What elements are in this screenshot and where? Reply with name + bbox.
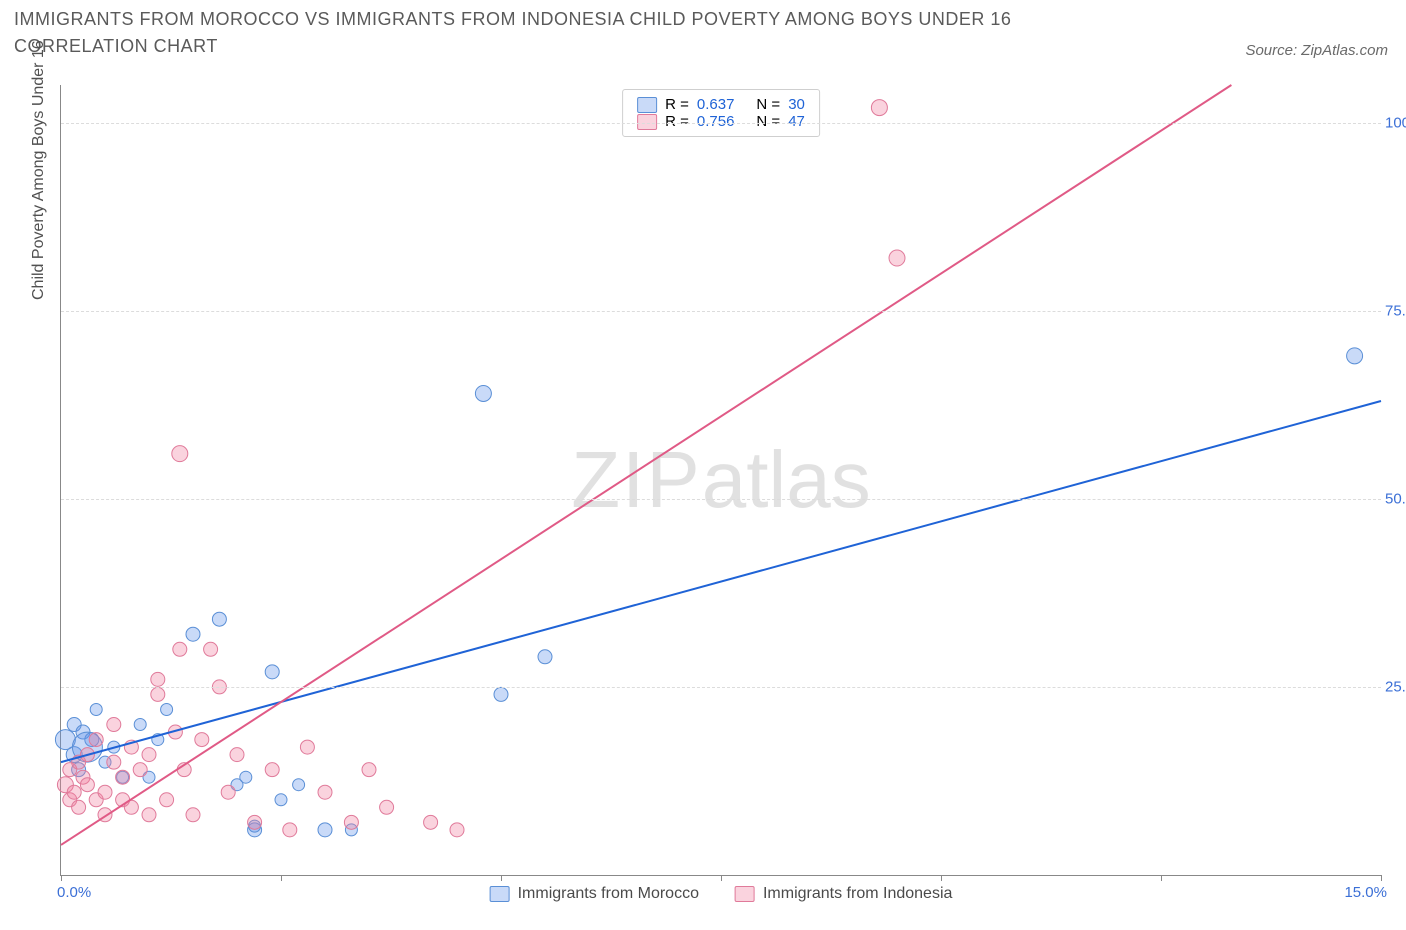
legend-R-value-morocco: 0.637	[697, 96, 735, 113]
data-point	[275, 794, 287, 806]
data-point	[424, 815, 438, 829]
data-point	[318, 785, 332, 799]
source-attribution: Source: ZipAtlas.com	[1245, 42, 1388, 59]
data-point	[871, 100, 887, 116]
x-tick	[941, 875, 942, 881]
data-point	[1347, 348, 1363, 364]
swatch-indonesia	[637, 114, 657, 130]
gridline	[61, 687, 1381, 688]
data-point	[240, 771, 252, 783]
x-tick	[721, 875, 722, 881]
data-point	[265, 763, 279, 777]
data-point	[151, 672, 165, 686]
data-point	[134, 719, 146, 731]
data-point	[133, 763, 147, 777]
plot-area: ZIPatlas R = 0.637 N = 30 R = 0.756 N = …	[60, 85, 1381, 876]
swatch-indonesia-icon	[735, 886, 755, 902]
data-point	[72, 800, 86, 814]
swatch-morocco	[637, 97, 657, 113]
chart-svg	[61, 85, 1381, 875]
data-point	[107, 755, 121, 769]
legend-label-morocco: Immigrants from Morocco	[518, 885, 699, 903]
data-point	[221, 785, 235, 799]
data-point	[300, 740, 314, 754]
legend-N-label: N =	[756, 113, 780, 130]
legend-R-label: R =	[665, 113, 689, 130]
legend-R-value-indonesia: 0.756	[697, 113, 735, 130]
data-point	[186, 627, 200, 641]
data-point	[89, 733, 103, 747]
gridline	[61, 123, 1381, 124]
gridline	[61, 311, 1381, 312]
trend-line	[61, 401, 1381, 762]
data-point	[212, 612, 226, 626]
y-tick-label: 25.0%	[1385, 678, 1406, 695]
y-axis-label: Child Poverty Among Boys Under 16	[30, 40, 48, 300]
y-tick-label: 100.0%	[1385, 114, 1406, 131]
legend-N-value-indonesia: 47	[788, 113, 805, 130]
data-point	[151, 687, 165, 701]
data-point	[265, 665, 279, 679]
data-point	[494, 687, 508, 701]
data-point	[293, 779, 305, 791]
data-point	[142, 808, 156, 822]
trend-line	[61, 85, 1231, 845]
data-point	[186, 808, 200, 822]
legend-row-indonesia: R = 0.756 N = 47	[637, 113, 805, 130]
data-point	[116, 770, 130, 784]
x-axis-max-label: 15.0%	[1344, 884, 1387, 901]
data-point	[161, 703, 173, 715]
data-point	[450, 823, 464, 837]
legend-item-morocco: Immigrants from Morocco	[490, 885, 699, 903]
data-point	[160, 793, 174, 807]
x-tick	[501, 875, 502, 881]
data-point	[475, 385, 491, 401]
gridline	[61, 499, 1381, 500]
x-tick	[1161, 875, 1162, 881]
x-axis-min-label: 0.0%	[57, 884, 91, 901]
data-point	[173, 642, 187, 656]
data-point	[98, 785, 112, 799]
legend-item-indonesia: Immigrants from Indonesia	[735, 885, 952, 903]
data-point	[107, 718, 121, 732]
data-point	[538, 650, 552, 664]
legend-row-morocco: R = 0.637 N = 30	[637, 96, 805, 113]
chart-title: IMMIGRANTS FROM MOROCCO VS IMMIGRANTS FR…	[14, 6, 1114, 60]
data-point	[172, 446, 188, 462]
y-tick-label: 50.0%	[1385, 490, 1406, 507]
swatch-morocco-icon	[490, 886, 510, 902]
data-point	[380, 800, 394, 814]
data-point	[889, 250, 905, 266]
legend-correlation: R = 0.637 N = 30 R = 0.756 N = 47	[622, 89, 820, 137]
legend-series: Immigrants from Morocco Immigrants from …	[490, 885, 953, 903]
data-point	[80, 778, 94, 792]
data-point	[283, 823, 297, 837]
data-point	[204, 642, 218, 656]
y-tick-label: 75.0%	[1385, 302, 1406, 319]
data-point	[344, 815, 358, 829]
data-point	[230, 748, 244, 762]
data-point	[318, 823, 332, 837]
legend-N-value-morocco: 30	[788, 96, 805, 113]
legend-N-label: N =	[756, 96, 780, 113]
x-tick	[1381, 875, 1382, 881]
legend-label-indonesia: Immigrants from Indonesia	[763, 885, 952, 903]
data-point	[362, 763, 376, 777]
data-point	[90, 703, 102, 715]
data-point	[67, 785, 81, 799]
data-point	[248, 815, 262, 829]
data-point	[142, 748, 156, 762]
legend-R-label: R =	[665, 96, 689, 113]
x-tick	[281, 875, 282, 881]
x-tick	[61, 875, 62, 881]
data-point	[195, 733, 209, 747]
